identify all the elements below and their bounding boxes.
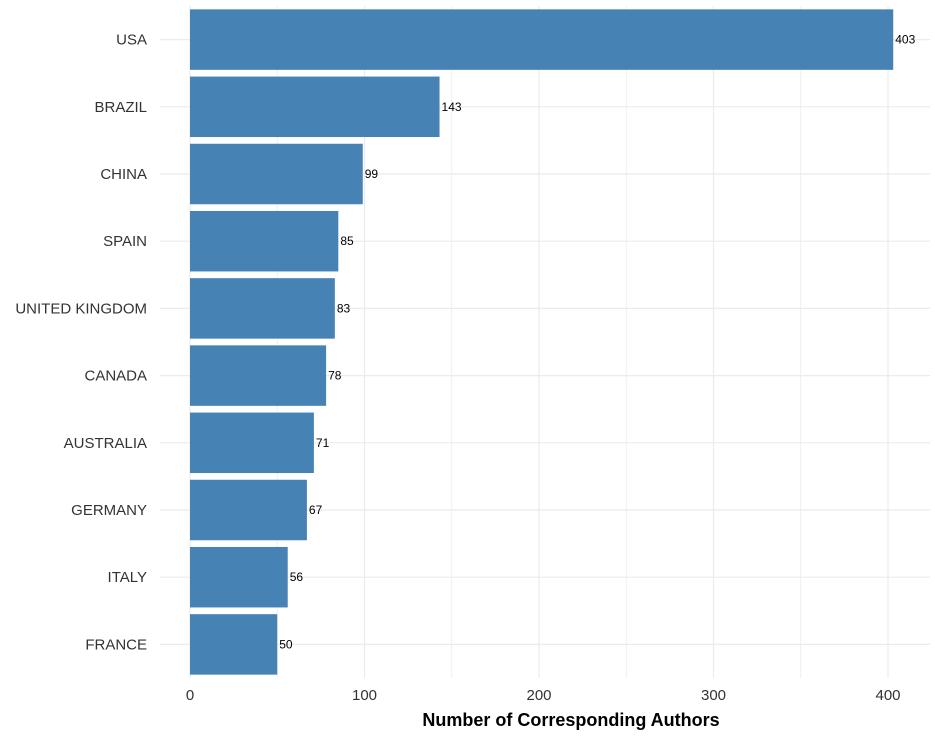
x-axis-title: Number of Corresponding Authors <box>422 710 719 730</box>
category-label: USA <box>116 32 147 49</box>
bar-value-label: 83 <box>337 301 351 315</box>
category-label: CHINA <box>100 166 147 183</box>
category-labels: USA BRAZIL CHINA SPAIN UNITED KINGDOM CANADA A… <box>15 32 147 654</box>
bar-value-label: 78 <box>328 369 342 383</box>
bar-value-label: 99 <box>365 167 379 181</box>
x-tick-label: 0 <box>186 687 194 704</box>
value-labels: 403 143 99 85 83 78 71 67 56 50 <box>279 33 915 652</box>
x-tick-label: 100 <box>352 687 377 704</box>
bar-italy <box>190 546 288 608</box>
bar-value-label: 56 <box>290 570 304 584</box>
bar-value-label: 50 <box>279 637 293 651</box>
bar-canada <box>190 345 327 406</box>
bar-brazil <box>190 76 440 138</box>
category-label: GERMANY <box>71 502 147 519</box>
x-tick-label: 300 <box>701 687 726 704</box>
bars <box>190 9 894 675</box>
category-label: BRAZIL <box>94 99 147 116</box>
bar-value-label: 85 <box>340 234 354 248</box>
bar-australia <box>190 412 314 474</box>
category-label: FRANCE <box>85 636 147 653</box>
bar-value-label: 143 <box>442 100 462 114</box>
bar-value-label: 403 <box>895 33 915 47</box>
bar-united-kingdom <box>190 278 335 339</box>
category-label: ITALY <box>108 569 147 586</box>
bar-value-label: 71 <box>316 436 330 450</box>
bar-china <box>190 143 363 205</box>
x-tick-label: 400 <box>875 687 900 704</box>
category-label: CANADA <box>84 368 147 385</box>
bar-germany <box>190 479 307 541</box>
bar-spain <box>190 210 339 272</box>
x-tick-label: 200 <box>526 687 551 704</box>
bar-usa <box>190 9 894 70</box>
category-label: UNITED KINGDOM <box>15 300 147 317</box>
bar-france <box>190 614 278 675</box>
category-label: AUSTRALIA <box>64 435 147 452</box>
x-tick-labels: 0 100 200 300 400 <box>186 687 901 704</box>
category-label: SPAIN <box>103 233 147 250</box>
bar-value-label: 67 <box>309 503 323 517</box>
